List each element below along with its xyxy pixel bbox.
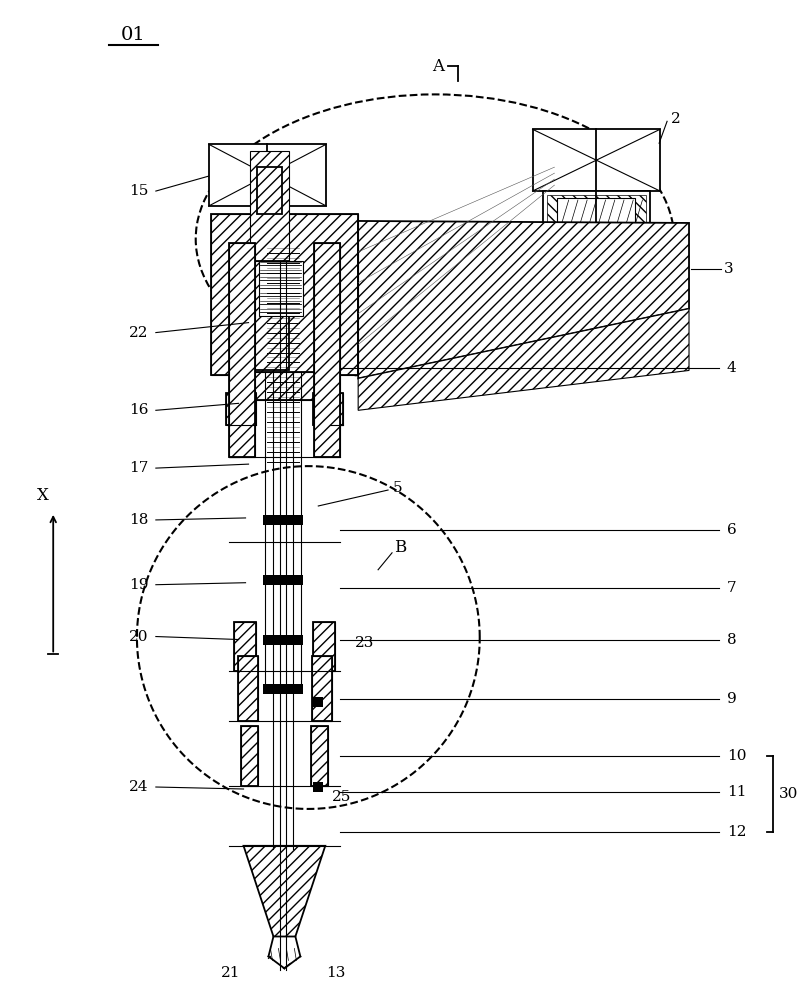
Bar xyxy=(234,622,256,671)
Text: 01: 01 xyxy=(121,26,146,44)
Text: 2: 2 xyxy=(671,112,681,126)
Bar xyxy=(210,214,358,375)
Bar xyxy=(209,144,326,206)
Bar xyxy=(259,261,303,316)
Text: 7: 7 xyxy=(727,581,736,595)
Polygon shape xyxy=(244,846,325,936)
Bar xyxy=(264,635,303,645)
Bar xyxy=(313,393,343,425)
Text: 10: 10 xyxy=(727,749,747,763)
Bar xyxy=(548,239,645,269)
Text: 19: 19 xyxy=(129,578,149,592)
Bar xyxy=(543,191,650,239)
Bar xyxy=(226,393,256,425)
Bar xyxy=(313,622,335,671)
Text: 5: 5 xyxy=(393,481,403,495)
Bar xyxy=(313,393,343,425)
Bar xyxy=(234,622,256,671)
Bar xyxy=(238,656,257,721)
Text: B: B xyxy=(394,539,406,556)
Text: 9: 9 xyxy=(727,692,737,706)
Bar xyxy=(313,622,335,671)
Text: 11: 11 xyxy=(727,785,747,799)
Text: 18: 18 xyxy=(129,513,149,527)
Bar xyxy=(264,575,303,585)
Bar xyxy=(240,726,257,786)
Bar xyxy=(311,726,328,786)
Bar xyxy=(249,151,290,261)
Text: 30: 30 xyxy=(779,787,798,801)
Text: 6: 6 xyxy=(727,523,737,537)
Bar xyxy=(264,515,303,525)
Bar xyxy=(256,167,282,214)
Bar xyxy=(239,372,330,400)
Bar xyxy=(312,656,332,721)
Bar xyxy=(596,249,643,261)
Bar xyxy=(557,198,635,233)
Bar xyxy=(313,697,324,707)
Bar xyxy=(249,261,290,370)
Text: 23: 23 xyxy=(355,636,375,650)
Text: X: X xyxy=(37,487,49,504)
Text: 20: 20 xyxy=(129,630,149,644)
Bar xyxy=(311,726,328,786)
Bar xyxy=(264,684,303,694)
Bar xyxy=(315,243,341,457)
Bar xyxy=(239,372,330,400)
Bar xyxy=(313,782,324,792)
Text: 21: 21 xyxy=(221,966,240,980)
Bar xyxy=(532,129,660,191)
Text: 12: 12 xyxy=(727,825,747,839)
Bar xyxy=(229,243,255,457)
Text: 4: 4 xyxy=(727,361,737,375)
Bar xyxy=(226,393,256,425)
Bar xyxy=(547,195,646,235)
Bar xyxy=(238,656,257,721)
Text: 25: 25 xyxy=(332,790,352,804)
Bar xyxy=(240,726,257,786)
Polygon shape xyxy=(358,221,689,378)
Text: 16: 16 xyxy=(129,403,149,417)
Bar xyxy=(256,167,282,214)
Text: 17: 17 xyxy=(129,461,149,475)
Bar xyxy=(210,214,358,375)
Text: 3: 3 xyxy=(724,262,734,276)
Text: 13: 13 xyxy=(327,966,346,980)
Polygon shape xyxy=(358,309,689,410)
Bar xyxy=(312,656,332,721)
Text: 24: 24 xyxy=(129,780,149,794)
Bar xyxy=(229,243,255,457)
Text: 22: 22 xyxy=(129,326,149,340)
Text: 8: 8 xyxy=(727,633,736,647)
Bar xyxy=(315,243,341,457)
Text: A: A xyxy=(432,58,444,75)
Text: 15: 15 xyxy=(129,184,149,198)
Bar xyxy=(548,239,645,269)
